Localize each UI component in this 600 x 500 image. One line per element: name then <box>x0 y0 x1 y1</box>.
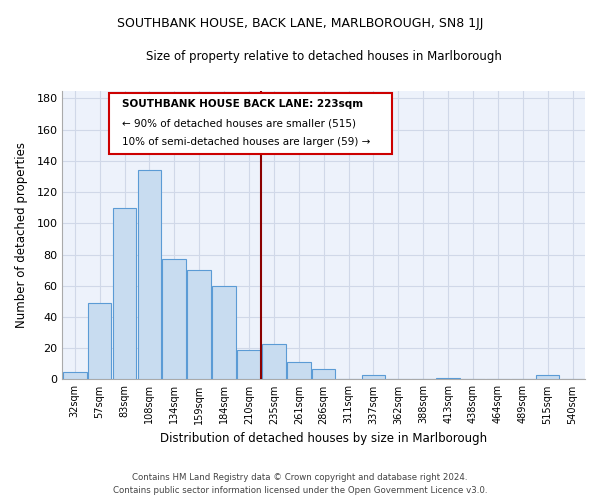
Text: ← 90% of detached houses are smaller (515): ← 90% of detached houses are smaller (51… <box>122 118 356 128</box>
Bar <box>187 270 211 380</box>
Text: 10% of semi-detached houses are larger (59) →: 10% of semi-detached houses are larger (… <box>122 137 371 147</box>
Bar <box>262 344 286 380</box>
Bar <box>362 374 385 380</box>
Title: Size of property relative to detached houses in Marlborough: Size of property relative to detached ho… <box>146 50 502 63</box>
Text: SOUTHBANK HOUSE, BACK LANE, MARLBOROUGH, SN8 1JJ: SOUTHBANK HOUSE, BACK LANE, MARLBOROUGH,… <box>117 18 483 30</box>
Text: SOUTHBANK HOUSE BACK LANE: 223sqm: SOUTHBANK HOUSE BACK LANE: 223sqm <box>122 99 364 109</box>
Bar <box>287 362 311 380</box>
Bar <box>88 303 112 380</box>
Bar <box>237 350 261 380</box>
Bar <box>536 374 559 380</box>
Bar <box>137 170 161 380</box>
Bar <box>212 286 236 380</box>
Bar <box>163 259 186 380</box>
FancyBboxPatch shape <box>109 94 392 154</box>
Y-axis label: Number of detached properties: Number of detached properties <box>15 142 28 328</box>
Bar <box>312 368 335 380</box>
Text: Contains HM Land Registry data © Crown copyright and database right 2024.
Contai: Contains HM Land Registry data © Crown c… <box>113 473 487 495</box>
X-axis label: Distribution of detached houses by size in Marlborough: Distribution of detached houses by size … <box>160 432 487 445</box>
Bar <box>63 372 86 380</box>
Bar <box>436 378 460 380</box>
Bar <box>113 208 136 380</box>
